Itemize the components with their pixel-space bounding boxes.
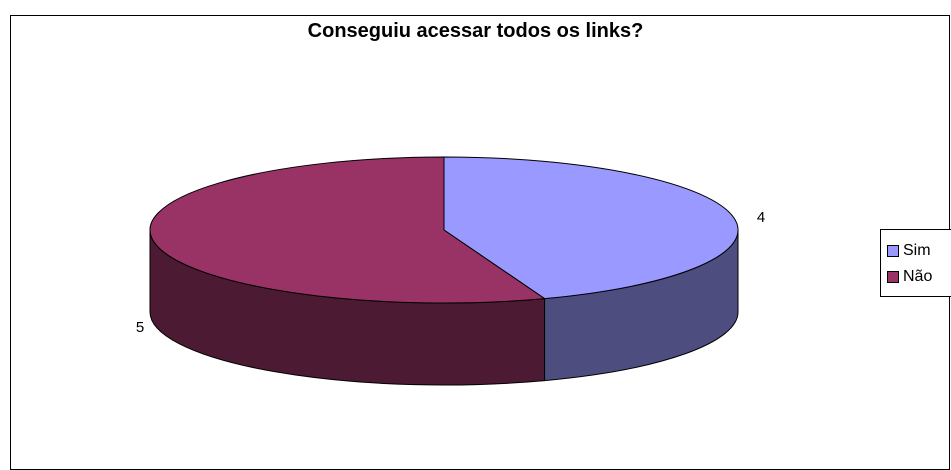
legend-item-sim: Sim: [887, 241, 931, 261]
legend-label-sim: Sim: [903, 242, 931, 259]
pie-slice-nao: [149, 156, 546, 304]
legend-swatch-nao: [887, 271, 899, 283]
legend-item-nao: Não: [887, 267, 932, 287]
data-label-nao: 5: [136, 319, 144, 336]
legend-swatch-sim: [887, 245, 899, 257]
pie-slice-sim: [443, 156, 739, 300]
data-label-sim: 4: [757, 209, 765, 226]
legend: Sim Não: [880, 229, 951, 297]
legend-label-nao: Não: [903, 268, 933, 285]
chart-title: Conseguiu acessar todos os links?: [307, 20, 644, 42]
